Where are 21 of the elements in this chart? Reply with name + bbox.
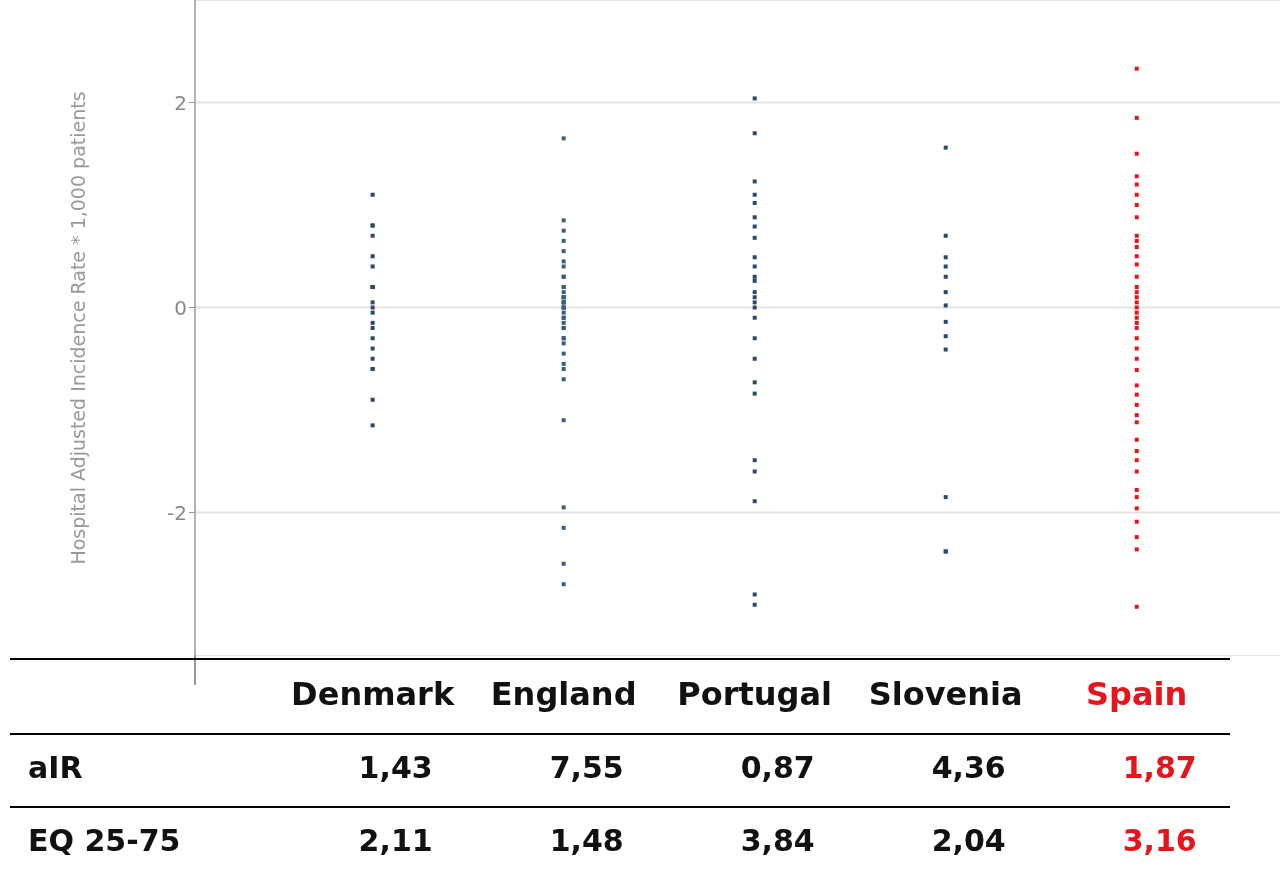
- y-axis-title: Hospital Adjusted Incidence Rate * 1,000 patients: [66, 91, 89, 565]
- text: 4,36: [930, 750, 1006, 785]
- y-tick-label: -2: [167, 500, 187, 525]
- x-tick-label: Denmark: [290, 675, 456, 713]
- x-tick-label: England: [489, 675, 638, 713]
- text: 1,87: [1121, 750, 1197, 785]
- x-tick-label: Spain: [1085, 675, 1189, 713]
- text: 7,55: [548, 750, 624, 785]
- y-tick-label: 2: [174, 90, 187, 115]
- text: 1,43: [357, 750, 433, 785]
- x-tick-label: Portugal: [676, 675, 834, 713]
- text: 2,04: [930, 823, 1006, 858]
- text: 2,11: [357, 823, 433, 858]
- x-tick-label: Slovenia: [867, 675, 1024, 713]
- y-tick-label: 0: [174, 295, 187, 320]
- text: 3,84: [739, 823, 815, 858]
- text: 1,48: [548, 823, 624, 858]
- text: 3,16: [1121, 823, 1197, 858]
- text: EQ 25-75: [28, 823, 181, 858]
- text: 0,87: [739, 750, 815, 785]
- text: aIR: [28, 750, 83, 785]
